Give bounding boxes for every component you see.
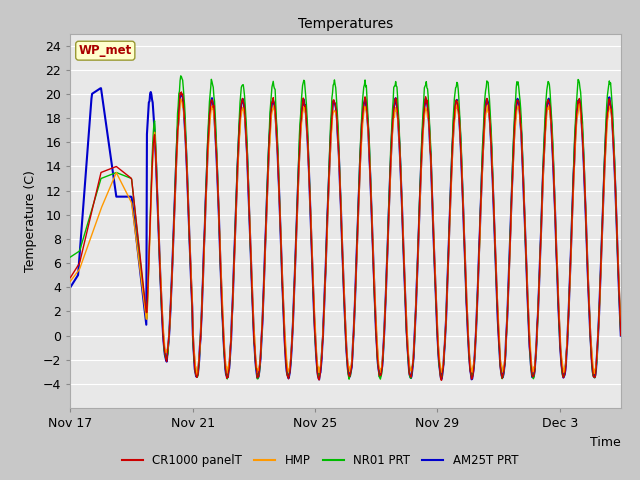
- X-axis label: Time: Time: [590, 435, 621, 449]
- Title: Temperatures: Temperatures: [298, 17, 393, 31]
- Y-axis label: Temperature (C): Temperature (C): [24, 170, 38, 272]
- Legend: CR1000 panelT, HMP, NR01 PRT, AM25T PRT: CR1000 panelT, HMP, NR01 PRT, AM25T PRT: [117, 449, 523, 472]
- Text: WP_met: WP_met: [79, 44, 132, 57]
